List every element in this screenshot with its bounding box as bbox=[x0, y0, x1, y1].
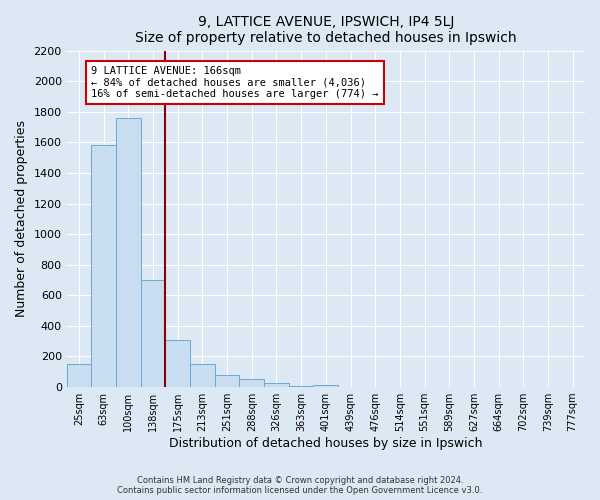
Bar bbox=[116, 118, 141, 387]
Bar bbox=[190, 364, 215, 387]
Bar bbox=[313, 385, 338, 387]
X-axis label: Distribution of detached houses by size in Ipswich: Distribution of detached houses by size … bbox=[169, 437, 482, 450]
Bar bbox=[289, 386, 313, 387]
Text: 9 LATTICE AVENUE: 166sqm
← 84% of detached houses are smaller (4,036)
16% of sem: 9 LATTICE AVENUE: 166sqm ← 84% of detach… bbox=[91, 66, 379, 99]
Bar bbox=[215, 375, 239, 387]
Bar bbox=[67, 364, 91, 387]
Text: Contains HM Land Registry data © Crown copyright and database right 2024.
Contai: Contains HM Land Registry data © Crown c… bbox=[118, 476, 482, 495]
Title: 9, LATTICE AVENUE, IPSWICH, IP4 5LJ
Size of property relative to detached houses: 9, LATTICE AVENUE, IPSWICH, IP4 5LJ Size… bbox=[135, 15, 517, 45]
Bar bbox=[91, 146, 116, 387]
Y-axis label: Number of detached properties: Number of detached properties bbox=[15, 120, 28, 318]
Bar bbox=[239, 380, 264, 387]
Bar bbox=[166, 340, 190, 387]
Bar bbox=[141, 280, 166, 387]
Bar bbox=[264, 384, 289, 387]
